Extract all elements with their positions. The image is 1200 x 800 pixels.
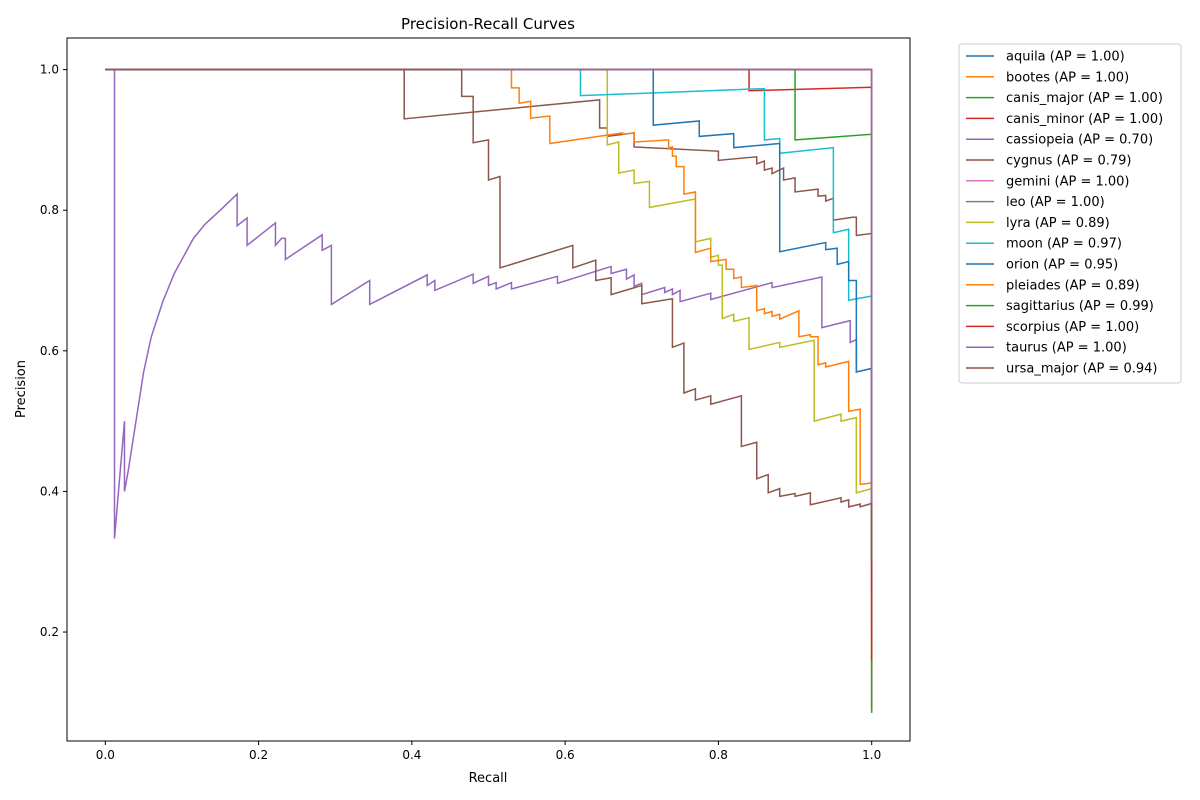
legend-label: ursa_major (AP = 0.94) [1006,362,1157,377]
y-tick-label: 0.4 [40,484,59,498]
legend-label: sagittarius (AP = 0.99) [1006,299,1154,314]
legend-label: lyra (AP = 0.89) [1006,216,1110,231]
legend-label: canis_minor (AP = 1.00) [1006,112,1163,127]
series-line-10 [105,68,873,562]
y-tick-label: 0.6 [40,344,59,358]
x-axis-label: Recall [469,771,508,786]
series-line-15 [105,68,873,562]
series-line-11 [105,68,873,562]
series-line-4 [105,68,873,597]
legend: aquila (AP = 1.00) bootes (AP = 1.00) cani… [958,43,1182,384]
legend-box [958,43,1182,384]
legend-label: taurus (AP = 1.00) [1006,341,1127,356]
legend-label: moon (AP = 0.97) [1006,237,1122,252]
y-axis-ticks: 0.2 0.4 0.6 0.8 1.0 [40,63,67,639]
plot-lines [105,68,873,713]
x-tick-label: 0.0 [96,748,115,762]
x-axis-ticks: 0.0 0.2 0.4 0.6 0.8 1.0 [96,741,881,762]
legend-label: pleiades (AP = 0.89) [1006,278,1140,293]
plot-frame [66,37,911,742]
legend-label: orion (AP = 0.95) [1006,258,1118,273]
x-tick-label: 0.6 [556,748,575,762]
y-tick-label: 1.0 [40,63,59,77]
x-tick-label: 1.0 [862,748,881,762]
legend-label: cygnus (AP = 0.79) [1006,154,1131,169]
x-tick-label: 0.2 [249,748,268,762]
y-tick-label: 0.8 [40,203,59,217]
y-axis-label: Precision [14,360,29,418]
series-line-8 [105,68,873,562]
chart-title: Precision-Recall Curves [401,15,575,33]
legend-label: scorpius (AP = 1.00) [1006,320,1139,335]
legend-label: cassiopeia (AP = 0.70) [1006,133,1153,148]
legend-label: leo (AP = 1.00) [1006,195,1105,210]
legend-label: aquila (AP = 1.00) [1006,50,1125,65]
legend-label: canis_major (AP = 1.00) [1006,91,1163,106]
x-tick-label: 0.4 [402,748,421,762]
x-tick-label: 0.8 [709,748,728,762]
legend-label: bootes (AP = 1.00) [1006,70,1129,85]
legend-label: gemini (AP = 1.00) [1006,174,1130,189]
series-line-0 [105,68,873,91]
y-tick-label: 0.2 [40,625,59,639]
